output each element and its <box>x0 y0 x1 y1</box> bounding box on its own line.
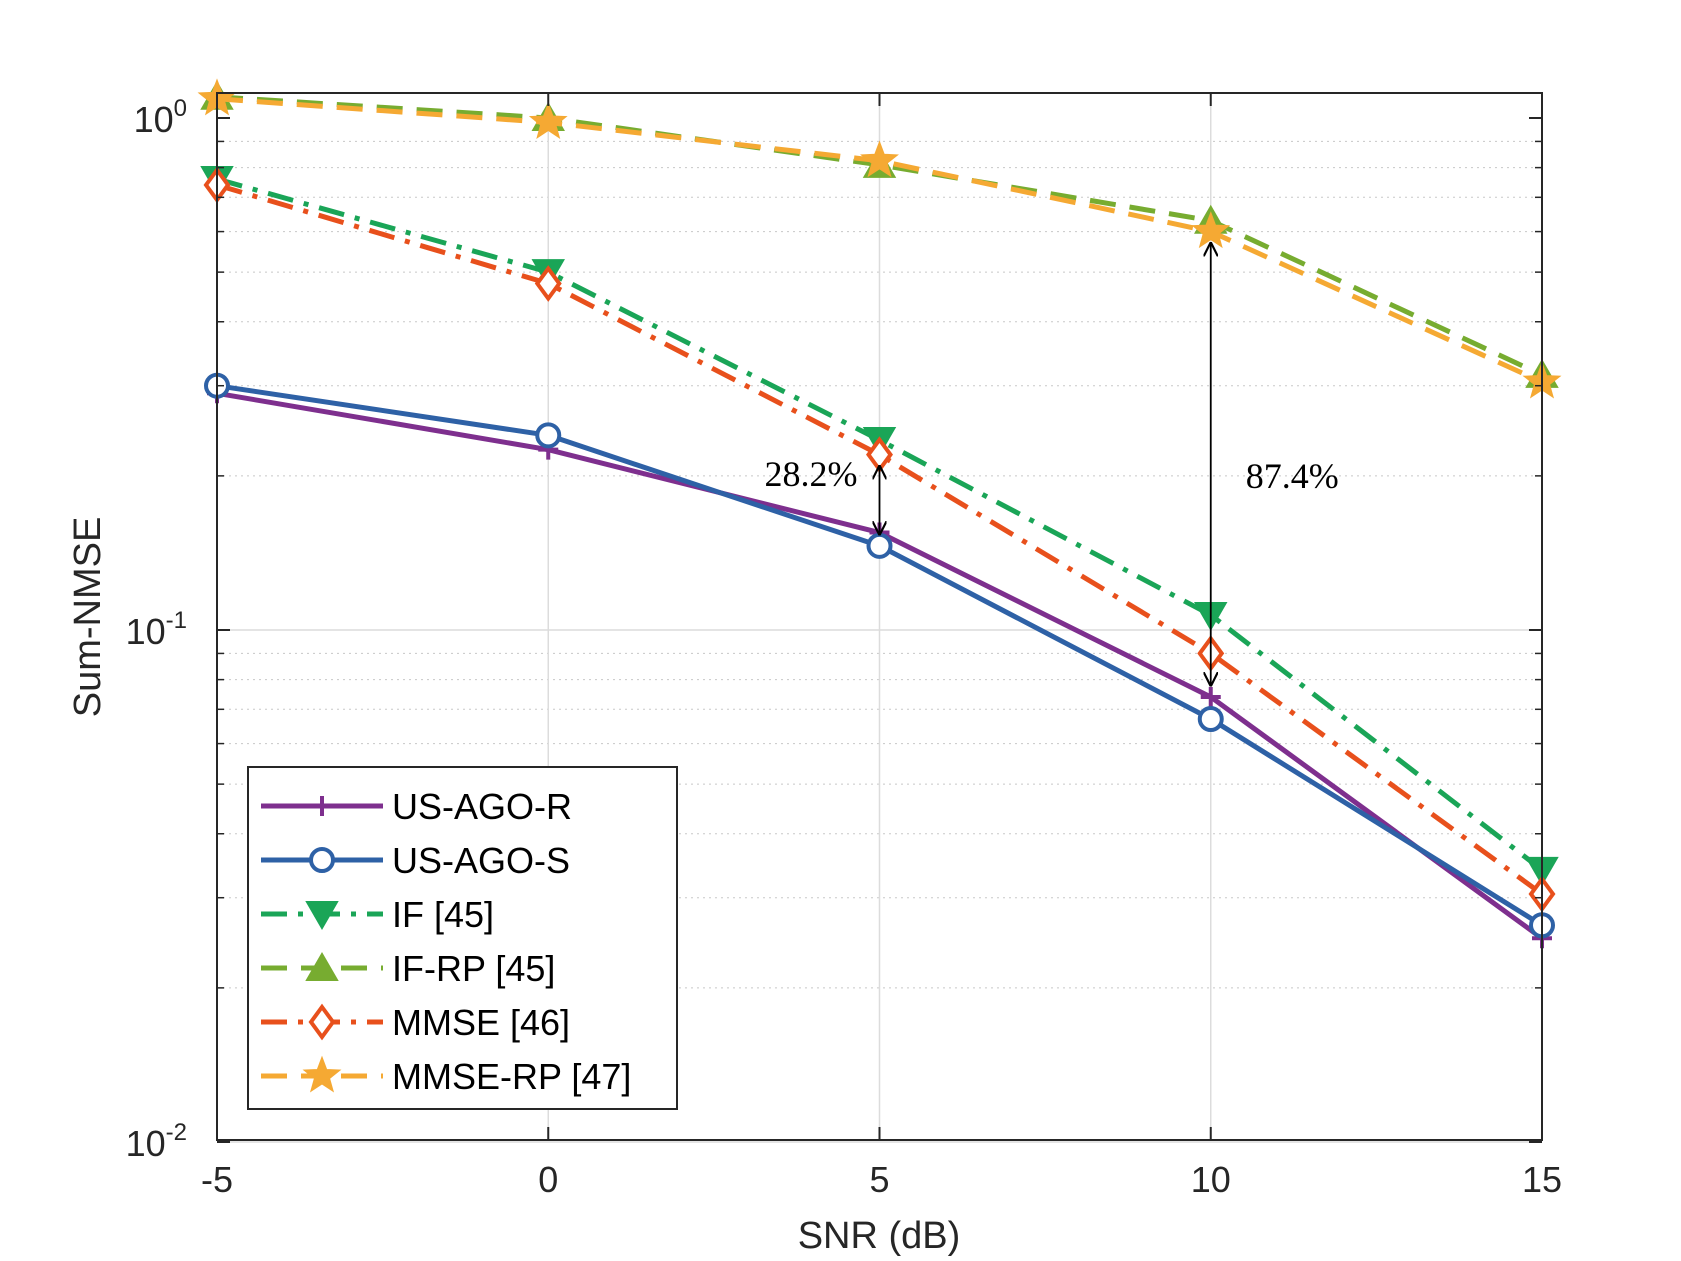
legend-marker <box>305 951 339 981</box>
annotations: 28.2% 87.4% <box>765 244 1339 685</box>
legend: US-AGO-R US-AGO-S IF [45] IF-RP [45] MMSE [4… <box>247 766 678 1110</box>
x-tick-label: 5 <box>869 1159 889 1200</box>
legend-item: US-AGO-R <box>261 786 572 827</box>
legend-box <box>247 766 678 1110</box>
data-point <box>1197 706 1224 733</box>
data-point <box>535 422 562 449</box>
legend-marker <box>302 1055 342 1093</box>
legend-item: IF-RP [45] <box>261 948 555 989</box>
legend-marker <box>309 847 335 873</box>
x-tick-label: 0 <box>538 1159 558 1200</box>
x-tick-label: 10 <box>1191 1159 1231 1200</box>
legend-label: IF-RP [45] <box>392 948 555 989</box>
data-point <box>1191 211 1231 249</box>
series-line <box>216 94 1544 378</box>
difference-label: 87.4% <box>1246 456 1339 496</box>
data-point <box>860 140 899 178</box>
legend-label: US-AGO-S <box>392 840 570 881</box>
data-point <box>534 265 562 302</box>
series-line <box>216 176 1544 872</box>
y-axis-label: Sum-NMSE <box>67 517 109 718</box>
x-axis-label: SNR (dB) <box>798 1215 961 1257</box>
legend-item: IF [45] <box>261 894 494 935</box>
series-line <box>216 182 1544 897</box>
x-tick-label: -5 <box>201 1159 233 1200</box>
legend-label: MMSE-RP [47] <box>392 1056 631 1097</box>
legend-item: MMSE [46] <box>261 1002 570 1043</box>
y-tick-label: 100 <box>134 95 187 140</box>
x-tick-label: 15 <box>1522 1159 1562 1200</box>
legend-marker <box>305 901 339 931</box>
legend-marker <box>308 1003 336 1041</box>
legend-label: US-AGO-R <box>392 786 572 827</box>
data-point <box>866 532 893 559</box>
data-point <box>1200 686 1221 707</box>
legend-label: MMSE [46] <box>392 1002 570 1043</box>
legend-item: US-AGO-S <box>261 840 570 881</box>
legend-label: IF [45] <box>392 894 494 935</box>
difference-label: 28.2% <box>765 454 858 494</box>
legend-marker <box>312 796 332 816</box>
y-tick-label: 10-2 <box>126 1119 187 1164</box>
axis-ticks: 100 10-1 10-2 -5 0 5 10 15 <box>126 93 1562 1200</box>
y-tick-label: 10-1 <box>126 607 187 652</box>
legend-item: MMSE-RP [47] <box>261 1055 631 1097</box>
series-us-ago-s <box>204 372 1555 939</box>
data-point <box>528 102 568 140</box>
